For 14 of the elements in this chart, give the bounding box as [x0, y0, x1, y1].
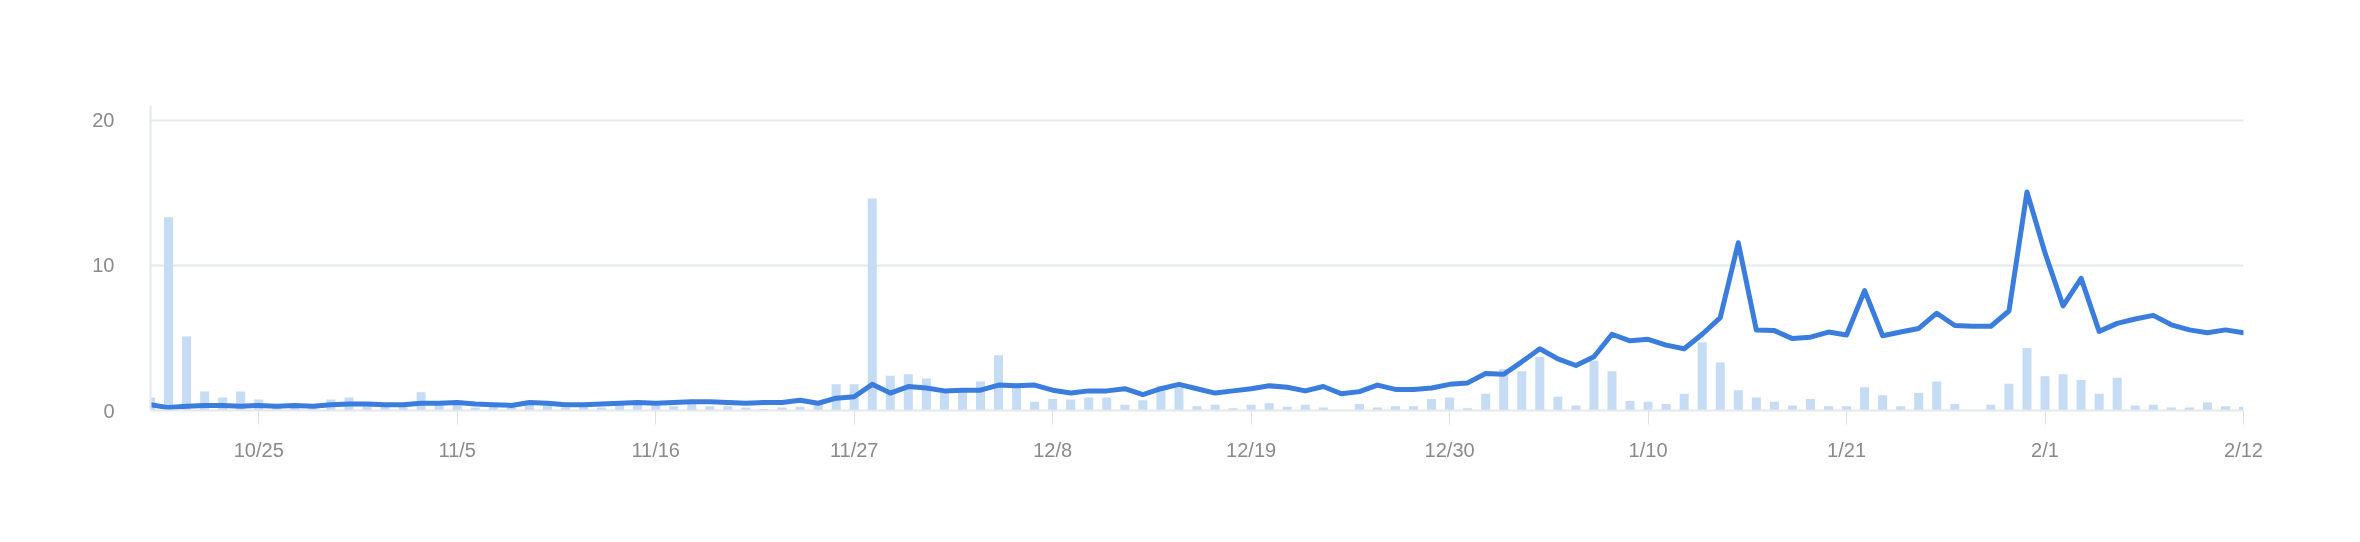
x-tick-label: 10/25 [233, 438, 284, 461]
x-tick-label: 11/16 [631, 438, 680, 461]
x-tick-label: 2/12 [2224, 438, 2263, 461]
y-tick-label: 20 [92, 109, 115, 132]
x-tick-label: 1/10 [1628, 438, 1668, 461]
x-tick-label: 2/1 [2031, 438, 2059, 461]
x-tick-label: 11/27 [829, 438, 879, 461]
x-tick-label: 12/8 [1033, 438, 1073, 461]
y-tick-label: 0 [103, 399, 115, 422]
x-tick-label: 12/19 [1226, 438, 1277, 461]
x-tick-label: 12/30 [1424, 438, 1475, 461]
y-tick-label: 10 [92, 254, 115, 277]
x-tick-label: 11/5 [438, 438, 476, 461]
x-tick-label: 1/21 [1827, 438, 1867, 461]
